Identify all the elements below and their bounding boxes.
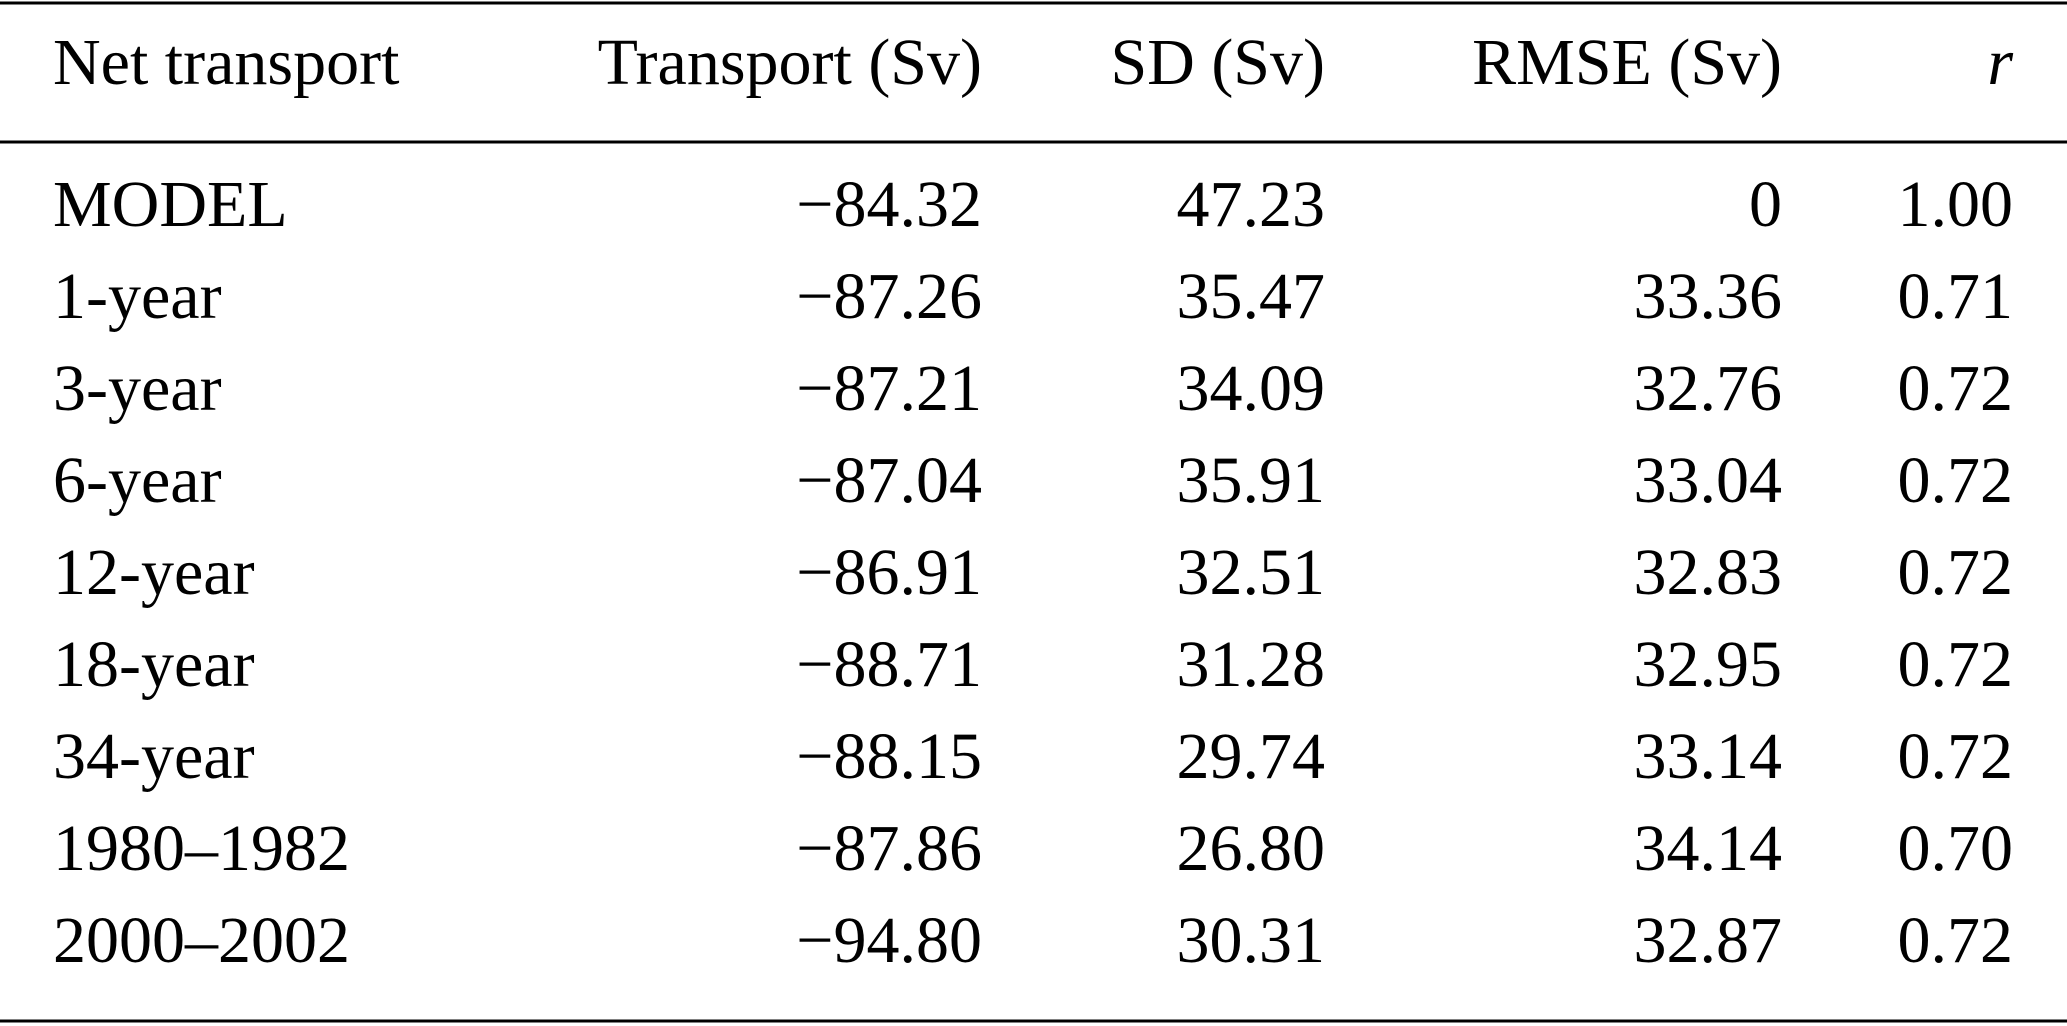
row-label: 6-year xyxy=(53,444,222,517)
cell: −88.71 xyxy=(796,628,982,701)
cell: 32.76 xyxy=(1634,352,1783,425)
cell: 0.72 xyxy=(1898,444,2014,517)
cell: −87.86 xyxy=(796,812,982,885)
row-label: 1-year xyxy=(53,260,222,333)
row-label: 12-year xyxy=(53,536,255,609)
cell: 0.72 xyxy=(1898,352,2014,425)
cell: 26.80 xyxy=(1177,812,1326,885)
cell: 1.00 xyxy=(1898,168,2014,241)
column-header: RMSE (Sv) xyxy=(1472,26,1782,99)
column-header: Net transport xyxy=(53,26,399,99)
cell: −94.80 xyxy=(796,904,982,977)
cell: 0.72 xyxy=(1898,720,2014,793)
cell: 33.04 xyxy=(1634,444,1783,517)
cell: −87.26 xyxy=(796,260,982,333)
cell: −88.15 xyxy=(796,720,982,793)
row-label: 1980–1982 xyxy=(53,812,350,885)
cell: 32.83 xyxy=(1634,536,1783,609)
cell: 32.95 xyxy=(1634,628,1783,701)
cell: 0.71 xyxy=(1898,260,2014,333)
row-label: MODEL xyxy=(53,168,288,241)
cell: 0.72 xyxy=(1898,904,2014,977)
column-header: SD (Sv) xyxy=(1110,26,1325,99)
cell: −84.32 xyxy=(796,168,982,241)
cell: 29.74 xyxy=(1177,720,1326,793)
cell: 0.72 xyxy=(1898,536,2014,609)
cell: 33.14 xyxy=(1634,720,1783,793)
cell: 33.36 xyxy=(1634,260,1783,333)
cell: −87.04 xyxy=(796,444,982,517)
cell: 0.70 xyxy=(1898,812,2014,885)
column-header: r xyxy=(1987,26,2013,99)
cell: 0 xyxy=(1749,168,1782,241)
cell: 35.91 xyxy=(1177,444,1326,517)
cell: −87.21 xyxy=(796,352,982,425)
row-label: 18-year xyxy=(53,628,255,701)
row-label: 2000–2002 xyxy=(53,904,350,977)
cell: 32.87 xyxy=(1634,904,1783,977)
row-label: 34-year xyxy=(53,720,255,793)
cell: 32.51 xyxy=(1177,536,1326,609)
cell: −86.91 xyxy=(796,536,982,609)
cell: 0.72 xyxy=(1898,628,2014,701)
column-header: Transport (Sv) xyxy=(598,26,982,99)
row-label: 3-year xyxy=(53,352,222,425)
cell: 31.28 xyxy=(1177,628,1326,701)
cell: 30.31 xyxy=(1177,904,1326,977)
cell: 47.23 xyxy=(1177,168,1326,241)
cell: 35.47 xyxy=(1177,260,1326,333)
cell: 34.14 xyxy=(1634,812,1783,885)
cell: 34.09 xyxy=(1177,352,1326,425)
